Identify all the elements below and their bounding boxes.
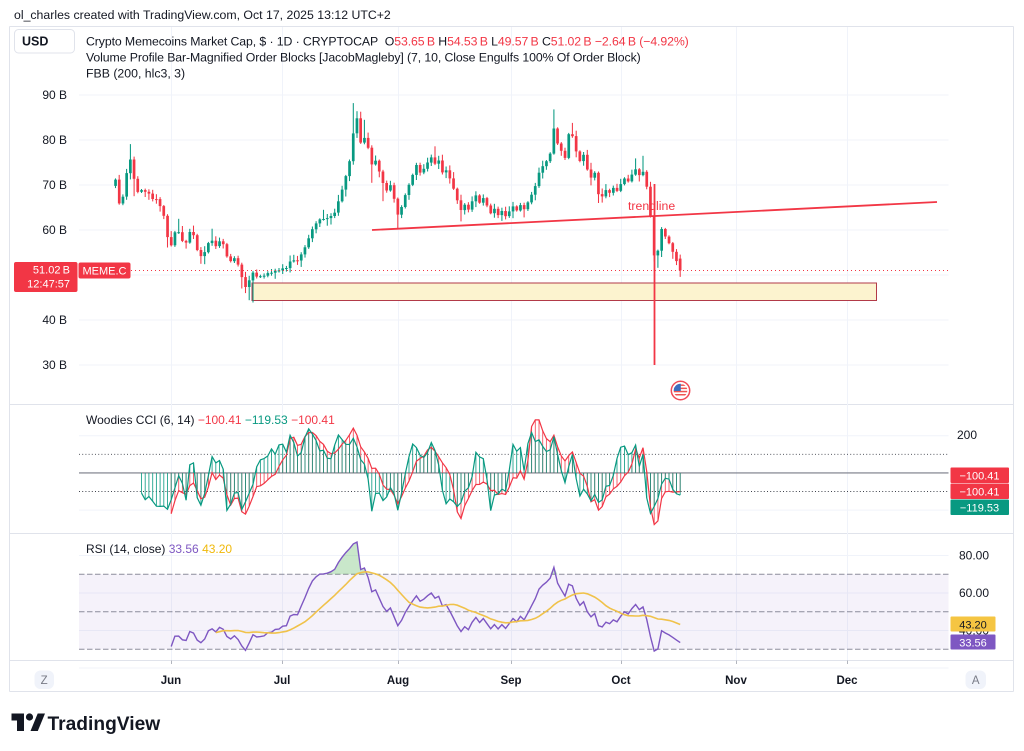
svg-text:trendline: trendline xyxy=(628,199,675,213)
svg-text:70 B: 70 B xyxy=(42,178,67,192)
svg-text:Volume Profile Bar-Magnified O: Volume Profile Bar-Magnified Order Block… xyxy=(86,51,641,65)
svg-text:ol_charles created with Tradin: ol_charles created with TradingView.com,… xyxy=(14,8,391,22)
svg-text:Crypto Memecoins Market Cap, $: Crypto Memecoins Market Cap, $ · 1D · CR… xyxy=(86,35,689,49)
svg-text:Nov: Nov xyxy=(725,675,747,687)
svg-text:USD: USD xyxy=(22,35,48,49)
svg-text:Sep: Sep xyxy=(500,675,521,687)
svg-text:60 B: 60 B xyxy=(42,223,67,237)
svg-text:Z: Z xyxy=(41,675,48,687)
svg-text:12:47:57: 12:47:57 xyxy=(27,279,70,291)
svg-text:80.00: 80.00 xyxy=(959,549,989,563)
svg-text:40 B: 40 B xyxy=(42,313,67,327)
svg-text:33.56: 33.56 xyxy=(959,638,987,650)
svg-text:−119.53: −119.53 xyxy=(960,503,999,515)
svg-text:Jul: Jul xyxy=(274,675,291,687)
svg-text:−100.41: −100.41 xyxy=(959,487,999,499)
svg-text:80 B: 80 B xyxy=(42,133,67,147)
svg-text:RSI (14, close) 33.56 43.20: RSI (14, close) 33.56 43.20 xyxy=(86,542,232,556)
svg-text:Oct: Oct xyxy=(611,675,630,687)
svg-text:A: A xyxy=(972,675,980,687)
svg-text:Dec: Dec xyxy=(836,675,858,687)
svg-text:Aug: Aug xyxy=(387,675,409,687)
svg-text:TradingView: TradingView xyxy=(48,714,161,735)
svg-text:51.02 B: 51.02 B xyxy=(33,265,70,277)
svg-text:−100.41: −100.41 xyxy=(959,471,999,483)
svg-text:200: 200 xyxy=(957,428,977,442)
svg-text:43.20: 43.20 xyxy=(959,620,987,632)
svg-text:Jun: Jun xyxy=(161,675,181,687)
svg-text:Woodies CCI (6, 14) −100.41: Woodies CCI (6, 14) −100.41 −119.53 −100… xyxy=(86,413,335,427)
svg-text:FBB (200, hlc3, 3): FBB (200, hlc3, 3) xyxy=(86,67,185,81)
svg-text:30 B: 30 B xyxy=(42,358,67,372)
svg-text:60.00: 60.00 xyxy=(959,586,989,600)
svg-text:MEME.C: MEME.C xyxy=(83,266,127,278)
svg-text:90 B: 90 B xyxy=(42,88,67,102)
